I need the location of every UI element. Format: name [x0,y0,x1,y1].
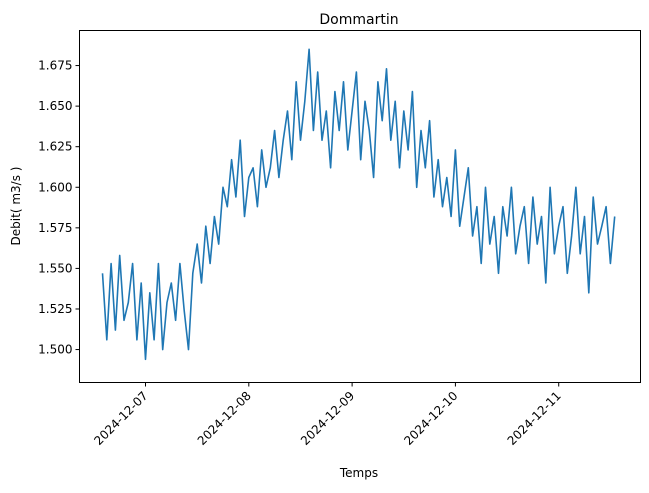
plot-frame [79,30,641,383]
x-tick-label: 2024-12-11 [505,389,564,448]
x-axis: 2024-12-07 2024-12-08 2024-12-09 2024-12-10… [91,382,564,448]
x-axis-label: Temps [339,466,378,480]
y-tick-label: 1.650 [38,99,72,113]
y-tick-label: 1.500 [38,343,72,357]
y-tick-label: 1.525 [38,302,72,316]
x-tick-label: 2024-12-09 [298,389,357,448]
y-tick-label: 1.550 [38,261,72,275]
chart-title: Dommartin [319,12,398,28]
y-tick-label: 1.625 [38,140,72,154]
x-tick-label: 2024-12-10 [401,389,460,448]
y-tick-label: 1.600 [38,180,72,194]
x-tick-label: 2024-12-07 [91,389,150,448]
y-axis-label: Debit( m3/s ) [9,167,23,246]
y-axis: 1.500 1.525 1.550 1.575 1.600 1.625 1.650 1.675 [38,59,80,357]
series-line-debit [101,48,616,361]
x-tick-label: 2024-12-08 [195,389,254,448]
y-tick-label: 1.675 [38,59,72,73]
y-tick-label: 1.575 [38,221,72,235]
